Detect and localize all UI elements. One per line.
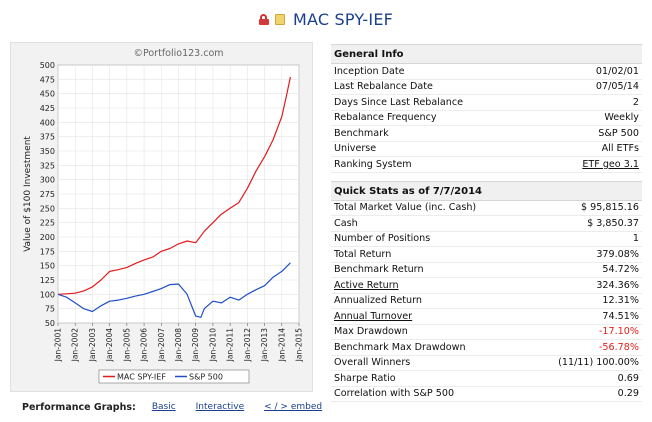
quick-stats-header: Quick Stats as of 7/7/2014 bbox=[331, 180, 642, 201]
y-tick-label: 275 bbox=[40, 190, 55, 199]
stat-row-correlation: Correlation with S&P 500 0.29 bbox=[331, 387, 642, 402]
y-tick-label: 375 bbox=[40, 133, 55, 142]
series-line-sp500 bbox=[57, 262, 291, 318]
y-tick-label: 250 bbox=[40, 204, 55, 213]
x-tick-label: Jan-2008 bbox=[174, 328, 183, 363]
y-tick-label: 50 bbox=[45, 319, 55, 328]
info-row-benchmark: Benchmark S&P 500 bbox=[331, 126, 642, 142]
x-tick-label: Jan-2014 bbox=[277, 328, 286, 363]
stat-row-sharpe-ratio: Sharpe Ratio 0.69 bbox=[331, 371, 642, 387]
y-tick-label: 100 bbox=[40, 290, 55, 299]
x-tick-label: Jan-2007 bbox=[157, 328, 166, 363]
performance-graphs-label: Performance Graphs: bbox=[22, 401, 136, 413]
x-tick-label: Jan-2010 bbox=[208, 328, 217, 363]
info-row-last-rebalance-date: Last Rebalance Date 07/05/14 bbox=[331, 80, 642, 95]
y-tick-label: 425 bbox=[40, 104, 55, 113]
page-title: MAC SPY-IEF bbox=[292, 9, 394, 29]
x-tick-label: Jan-2011 bbox=[226, 328, 235, 363]
info-row-inception-date: Inception Date 01/02/01 bbox=[331, 64, 642, 80]
embed-link[interactable]: < / > embed bbox=[264, 402, 323, 412]
x-tick-label: Jan-2006 bbox=[140, 328, 149, 363]
y-tick-label: 450 bbox=[40, 90, 55, 99]
interactive-graph-link[interactable]: Interactive bbox=[195, 402, 245, 412]
active-return-link[interactable]: Active Return bbox=[334, 279, 399, 291]
chart-watermark: ©Portfolio123.com bbox=[133, 48, 223, 59]
x-tick-label: Jan-2012 bbox=[243, 328, 252, 363]
stat-row-total-return: Total Return 379.08% bbox=[331, 247, 642, 263]
annual-turnover-link[interactable]: Annual Turnover bbox=[334, 310, 413, 322]
legend-label-sp500: S&P 500 bbox=[189, 373, 223, 382]
stat-row-active-return: Active Return 324.36% bbox=[331, 278, 642, 294]
y-tick-label: 225 bbox=[40, 219, 55, 228]
info-row-ranking-system: Ranking System ETF geo 3.1 bbox=[331, 157, 642, 173]
legend-box bbox=[98, 369, 250, 384]
stat-row-total-market-value: Total Market Value (inc. Cash) $ 95,815.1… bbox=[331, 201, 642, 216]
y-tick-label: 500 bbox=[40, 61, 55, 70]
stat-row-benchmark-return: Benchmark Return 54.72% bbox=[331, 263, 642, 278]
info-row-days-since-rebalance: Days Since Last Rebalance 2 bbox=[331, 95, 642, 111]
y-tick-label: 325 bbox=[40, 161, 55, 170]
stat-row-annual-turnover: Annual Turnover 74.51% bbox=[331, 309, 642, 325]
page-header: MAC SPY-IEF bbox=[0, 0, 652, 38]
x-tick-label: Jan-2003 bbox=[88, 328, 97, 363]
y-tick-label: 400 bbox=[40, 118, 55, 127]
x-tick-label: Jan-2009 bbox=[191, 328, 200, 363]
legend-label-mac: MAC SPY-IEF bbox=[117, 373, 166, 382]
lock-icon bbox=[258, 13, 269, 25]
general-info-header: General Info bbox=[331, 44, 642, 64]
ranking-system-link[interactable]: ETF geo 3.1 bbox=[582, 158, 639, 170]
info-row-rebalance-frequency: Rebalance Frequency Weekly bbox=[331, 111, 642, 126]
y-axis-label: Value of $100 Investment bbox=[23, 136, 33, 252]
stat-row-number-of-positions: Number of Positions 1 bbox=[331, 232, 642, 247]
stat-row-cash: Cash $ 3,850.37 bbox=[331, 216, 642, 232]
quick-stats-section: Quick Stats as of 7/7/2014 Total Market … bbox=[331, 180, 642, 402]
y-tick-label: 75 bbox=[45, 305, 55, 314]
y-tick-label: 150 bbox=[40, 262, 55, 271]
y-tick-label: 125 bbox=[40, 276, 55, 285]
y-tick-label: 175 bbox=[40, 247, 55, 256]
y-tick-label: 200 bbox=[40, 233, 55, 242]
x-tick-label: Jan-2013 bbox=[260, 328, 269, 363]
info-row-universe: Universe All ETFs bbox=[331, 142, 642, 157]
basic-graph-link[interactable]: Basic bbox=[151, 402, 176, 412]
x-tick-label: Jan-2001 bbox=[54, 328, 63, 363]
series-line-mac-spy-ief bbox=[57, 76, 291, 295]
info-panel: General Info Inception Date 01/02/01 Last… bbox=[331, 44, 642, 402]
stat-row-benchmark-max-drawdown: Benchmark Max Drawdown -56.78% bbox=[331, 340, 642, 356]
x-tick-label: Jan-2015 bbox=[295, 328, 304, 363]
general-info-section: General Info Inception Date 01/02/01 Last… bbox=[331, 44, 642, 173]
performance-chart: ©Portfolio123.com 500 475 450 425 400 375 350 32… bbox=[23, 48, 304, 384]
y-tick-label: 300 bbox=[40, 176, 55, 185]
performance-graphs-row: Performance Graphs: Basic Interactive < … bbox=[22, 400, 342, 414]
performance-chart-panel: ©Portfolio123.com 500 475 450 425 400 375 350 32… bbox=[10, 42, 313, 392]
y-tick-label: 350 bbox=[40, 147, 55, 156]
x-tick-label: Jan-2005 bbox=[122, 328, 131, 363]
x-tick-label: Jan-2004 bbox=[105, 328, 114, 363]
x-tick-label: Jan-2002 bbox=[71, 328, 80, 363]
stat-row-annualized-return: Annualized Return 12.31% bbox=[331, 294, 642, 309]
stat-row-overall-winners: Overall Winners (11/11) 100.00% bbox=[331, 356, 642, 371]
stat-row-max-drawdown: Max Drawdown -17.10% bbox=[331, 325, 642, 340]
note-icon bbox=[274, 13, 285, 25]
y-tick-label: 475 bbox=[40, 75, 55, 84]
